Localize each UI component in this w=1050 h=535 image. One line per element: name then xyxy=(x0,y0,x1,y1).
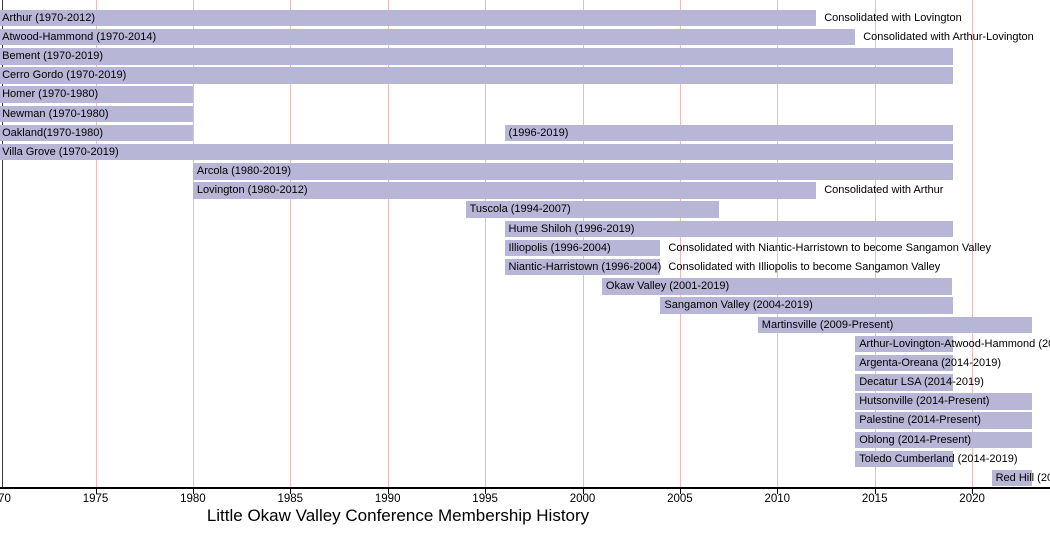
timeline-bar: (1996-2019) xyxy=(504,124,953,142)
timeline-bar: Cerro Gordo (1970-2019) xyxy=(0,67,953,84)
axis-tick-mark xyxy=(582,489,584,494)
axis-tick-mark xyxy=(290,489,292,494)
bar-label: Arcola (1980-2019) xyxy=(196,165,292,177)
timeline-bar: Arcola (1980-2019) xyxy=(192,163,953,180)
timeline-bar: Okaw Valley (2001-2019) xyxy=(601,278,953,295)
bar-label: Martinsville (2009-Present) xyxy=(761,318,894,331)
timeline-bar: Argenta-Oreana (2014-2019) xyxy=(855,354,1001,372)
timeline-bar: Villa Grove (1970-2019) xyxy=(0,143,953,161)
year-gridline xyxy=(874,0,876,488)
bar-label: Arthur-Lovington-Atwood-Hammond (2014 xyxy=(859,337,1050,350)
bar-label: Hutsonville (2014-Present) xyxy=(859,395,990,408)
bar-label: Toledo Cumberland (2014-2019) xyxy=(859,452,1018,465)
timeline-bar: Atwood-Hammond (1970-2014) xyxy=(0,28,856,46)
axis-tick-mark xyxy=(777,489,779,494)
axis-tick-label: 1985 xyxy=(277,493,304,505)
bar-label: Palestine (2014-Present) xyxy=(859,414,981,427)
bar-label: Oblong (2014-Present) xyxy=(859,433,972,446)
bar-label: Niantic-Harristown (1996-2004) xyxy=(508,260,662,273)
axis-tick-label: 1980 xyxy=(180,493,206,505)
year-gridline xyxy=(192,0,194,488)
timeline-bar: Decatur LSA (2014-2019) xyxy=(855,374,984,391)
axis-tick-mark xyxy=(485,489,487,494)
bar-label: Atwood-Hammond (1970-2014) xyxy=(2,30,157,43)
year-gridline xyxy=(387,0,389,488)
bar-label: Argenta-Oreana (2014-2019) xyxy=(859,356,1002,369)
bar-label: (1996-2019) xyxy=(508,126,569,139)
axis-tick-label: 1970 xyxy=(0,493,11,505)
axis-tick-mark xyxy=(679,489,681,494)
axis-tick-mark xyxy=(95,489,97,494)
y-axis-spine xyxy=(1,0,3,488)
axis-tick-label: 2005 xyxy=(667,493,693,505)
axis-tick-mark xyxy=(874,489,876,494)
axis-tick-label: 2015 xyxy=(861,493,888,505)
axis-tick-mark xyxy=(387,489,389,494)
year-gridline xyxy=(777,0,779,488)
bar-label: Hume Shiloh (1996-2019) xyxy=(508,222,635,235)
timeline-bar: Arthur-Lovington-Atwood-Hammond (2014 xyxy=(855,335,1050,353)
bar-label: Illiopolis (1996-2004) xyxy=(508,241,611,254)
timeline-bar: Sangamon Valley (2004-2019) xyxy=(660,297,953,314)
timeline-bar: Homer (1970-1980) xyxy=(0,86,193,103)
axis-tick-label: 2020 xyxy=(959,493,985,505)
chart-title: Little Okaw Valley Conference Membership… xyxy=(206,506,590,525)
year-gridline xyxy=(679,0,681,488)
timeline-bar: Newman (1970-1980) xyxy=(0,105,193,123)
year-gridline xyxy=(290,0,292,488)
bar-annotation: Consolidated with Arthur-Lovington xyxy=(863,30,1034,43)
bar-label: Sangamon Valley (2004-2019) xyxy=(664,299,813,312)
timeline-bar: Oakland(1970-1980) xyxy=(0,124,193,142)
bar-annotation: Consolidated with Lovington xyxy=(824,11,962,24)
bar-label: Bement (1970-2019) xyxy=(2,50,104,62)
timeline-bar: Toledo Cumberland (2014-2019) xyxy=(855,450,1018,468)
timeline-bar: Palestine (2014-Present) xyxy=(855,412,1033,429)
axis-tick-label: 1995 xyxy=(472,493,498,505)
axis-tick-label: 1975 xyxy=(82,493,109,505)
timeline-bar: Hutsonville (2014-Present) xyxy=(855,393,1033,410)
timeline-bar: Arthur (1970-2012) xyxy=(0,9,817,27)
bar-label: Okaw Valley (2001-2019) xyxy=(605,280,730,293)
timeline-bar: Oblong (2014-Present) xyxy=(855,431,1033,449)
bar-label: Newman (1970-1980) xyxy=(2,107,109,120)
timeline-bar: Illiopolis (1996-2004) xyxy=(504,239,661,257)
bar-label: Tuscola (1994-2007) xyxy=(469,203,571,216)
bar-label: Oakland(1970-1980) xyxy=(2,126,104,139)
timeline-bar: Lovington (1980-2012) xyxy=(192,182,817,199)
timeline-bar: Bement (1970-2019) xyxy=(0,48,953,65)
axis-tick-mark xyxy=(972,489,974,494)
timeline-bar: Martinsville (2009-Present) xyxy=(757,316,1033,334)
axis-tick-label: 2010 xyxy=(764,493,791,505)
axis-tick-label: 2000 xyxy=(569,493,596,505)
timeline-bar: Hume Shiloh (1996-2019) xyxy=(504,220,953,238)
bar-annotation: Consolidated with Illiopolis to become S… xyxy=(668,260,941,273)
bar-label: Cerro Gordo (1970-2019) xyxy=(2,69,127,82)
bar-annotation: Consolidated with Niantic-Harristown to … xyxy=(668,241,992,254)
bar-label: Red Hill (20 xyxy=(995,471,1050,484)
bar-label: Villa Grove (1970-2019) xyxy=(2,145,119,158)
bar-label: Homer (1970-1980) xyxy=(2,88,99,101)
axis-tick-label: 1990 xyxy=(374,493,401,505)
year-gridline xyxy=(95,0,97,488)
bar-label: Decatur LSA (2014-2019) xyxy=(859,376,984,388)
timeline-bar: Red Hill (20 xyxy=(991,469,1050,487)
bar-annotation: Consolidated with Arthur xyxy=(824,184,944,197)
x-axis-line xyxy=(0,487,1050,489)
timeline-bar: Niantic-Harristown (1996-2004) xyxy=(504,258,662,276)
axis-tick-mark xyxy=(192,489,194,494)
year-gridline xyxy=(972,0,974,488)
year-gridline xyxy=(485,0,487,488)
timeline-bar: Tuscola (1994-2007) xyxy=(465,201,719,218)
bar-label: Arthur (1970-2012) xyxy=(2,11,96,24)
bar-label: Lovington (1980-2012) xyxy=(196,184,308,197)
